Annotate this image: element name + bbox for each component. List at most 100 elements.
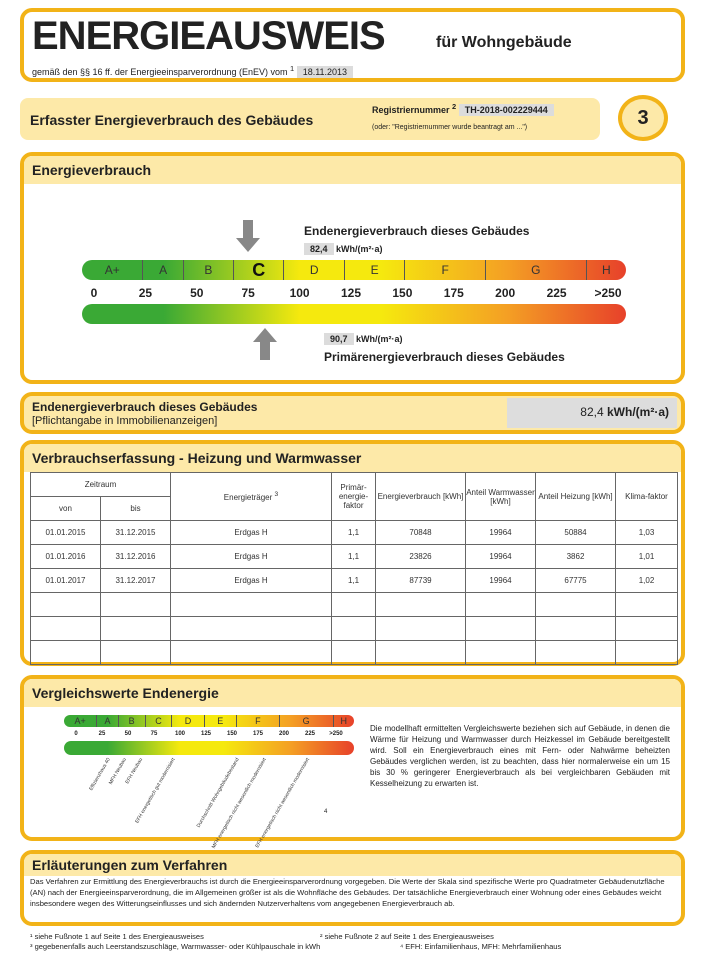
- table-cell: [615, 616, 678, 641]
- verbrauchserfassung-panel: Verbrauchserfassung - Heizung und Warmwa…: [20, 440, 685, 666]
- end-energy-arrow-icon: [236, 220, 261, 252]
- table-cell: 31.12.2016: [100, 544, 171, 569]
- class-d: D: [171, 715, 203, 727]
- end-energy-label: Endenergieverbrauch dieses Gebäudes: [304, 224, 530, 238]
- primary-energy-arrow-icon: [252, 328, 277, 360]
- tick-label: 25: [138, 286, 153, 300]
- panel-title: Verbrauchserfassung - Heizung und Warmwa…: [24, 444, 681, 472]
- table-cell: [100, 616, 171, 641]
- pflicht-value: 82,4: [580, 405, 604, 419]
- table-cell: 1,02: [615, 568, 678, 593]
- legal-text: gemäß den §§ 16 ff. der Energieeinsparve…: [32, 67, 288, 77]
- table-cell: [535, 640, 616, 665]
- reference-labels: Effizienzhaus 40 MFH Neubau EFH Neubau EFH …: [64, 757, 354, 850]
- empty-table-row: [30, 640, 678, 665]
- footnote-ref: 4: [324, 809, 328, 815]
- class-f: F: [235, 715, 279, 727]
- table-cell: [331, 616, 376, 641]
- table-cell: [170, 616, 332, 641]
- class-a: A: [96, 715, 117, 727]
- table-cell: 50884: [535, 520, 616, 545]
- tick-label: 100: [174, 731, 186, 737]
- footnote-ref: 3: [274, 491, 279, 499]
- table-cell: [100, 592, 171, 617]
- legal-basis: gemäß den §§ 16 ff. der Energieeinsparve…: [32, 64, 354, 78]
- col-heizung: Anteil Heizung [kWh]: [535, 472, 616, 521]
- table-cell: [170, 592, 332, 617]
- end-energy-value: 82,4: [304, 243, 334, 255]
- pflicht-title: Endenergieverbrauch dieses Gebäudes: [32, 400, 258, 414]
- primary-energy-scale: [82, 304, 626, 324]
- reference-label: EFH Neubau: [124, 757, 145, 786]
- tick-label: >250: [329, 731, 343, 737]
- empty-table-row: [30, 592, 678, 617]
- registration-number: TH-2018-002229444: [458, 104, 554, 116]
- table-cell: 31.12.2015: [100, 520, 171, 545]
- table-cell: 19964: [465, 568, 536, 593]
- table-cell: [375, 592, 466, 617]
- pflicht-note: [Pflichtangabe in Immobilienanzeigen]: [32, 415, 218, 427]
- reference-label: EFH energetisch nicht wesentlich moderni…: [254, 757, 311, 850]
- footnote-1: ¹ siehe Fußnote 1 auf Seite 1 des Energi…: [30, 932, 204, 941]
- unit: kWh/(m²·a): [607, 405, 669, 419]
- class-e: E: [203, 715, 236, 727]
- vergleichswerte-panel: Vergleichswerte Endenergie A+ A B C D E F G H 0 2…: [20, 675, 685, 850]
- table-cell: 87739: [375, 568, 466, 593]
- empty-table-row: [30, 616, 678, 641]
- table-cell: 1,1: [331, 520, 376, 545]
- header-label: Energieträger: [223, 492, 273, 502]
- table-cell: [30, 616, 101, 641]
- page-number: 3: [637, 107, 649, 129]
- table-cell: [375, 616, 466, 641]
- table-cell: [331, 592, 376, 617]
- class-h: H: [332, 715, 354, 727]
- tick-label: 200: [278, 731, 290, 737]
- unit: kWh/(m²·a): [356, 334, 403, 344]
- registration-label: Registriernummer 2 TH-2018-002229444: [372, 102, 554, 116]
- table-cell: 70848: [375, 520, 466, 545]
- class-d: D: [283, 260, 343, 280]
- class-b: B: [117, 715, 145, 727]
- table-cell: 3862: [535, 544, 616, 569]
- enev-date: 18.11.2013: [296, 66, 354, 78]
- tick-label: 225: [546, 286, 567, 300]
- reference-label: EFH energetisch gut modernisiert: [134, 757, 177, 825]
- table-cell: Erdgas H: [170, 520, 332, 545]
- header-box: ENERGIEAUSWEIS für Wohngebäude gemäß den…: [20, 8, 685, 82]
- table-cell: [170, 640, 332, 665]
- col-zeitraum: Zeitraum: [30, 472, 171, 497]
- table-cell: 19964: [465, 520, 536, 545]
- table-cell: [465, 616, 536, 641]
- table-row: 01.01.2015 31.12.2015 Erdgas H 1,1 70848 1996…: [30, 520, 678, 545]
- table-cell: 31.12.2017: [100, 568, 171, 593]
- table-cell: 1,1: [331, 568, 376, 593]
- table-cell: Erdgas H: [170, 544, 332, 569]
- tick-label: 0: [90, 286, 98, 300]
- efficiency-class-scale: A+ A B C D E F G H: [82, 260, 626, 280]
- pflichtangabe-panel: Endenergieverbrauch dieses Gebäudes [Pfl…: [20, 392, 685, 434]
- document-subtitle: für Wohngebäude: [436, 34, 572, 51]
- table-cell: 19964: [465, 544, 536, 569]
- tick-label: 150: [392, 286, 413, 300]
- table-cell: [100, 640, 171, 665]
- footnote-2: ² siehe Fußnote 2 auf Seite 1 des Energi…: [320, 932, 494, 941]
- section-bar: Erfasster Energieverbrauch des Gebäudes …: [20, 98, 600, 140]
- tick-label: 50: [190, 286, 204, 300]
- tick-label: 225: [304, 731, 316, 737]
- tick-label: 75: [150, 731, 158, 737]
- primary-energy-value: 90,7: [324, 333, 354, 345]
- reg-label: Registriernummer: [372, 105, 450, 115]
- col-warmwasser: Anteil Warmwasser [kWh]: [465, 472, 536, 521]
- comparison-explanation: Die modellhaft ermittelten Vergleichswer…: [370, 724, 670, 788]
- col-traeger: Energieträger 3: [170, 472, 332, 521]
- tick-label: 75: [241, 286, 255, 300]
- consumption-table: Zeitraum Energieträger 3 Primär-energie-fa…: [30, 472, 678, 665]
- table-cell: Erdgas H: [170, 568, 332, 593]
- table-cell: 1,03: [615, 520, 678, 545]
- class-c: C: [233, 260, 283, 280]
- page-number-badge: 3: [618, 95, 668, 141]
- footnote-3: ³ gegebenenfalls auch Leerstandszuschläg…: [30, 942, 321, 951]
- class-e: E: [343, 260, 404, 280]
- class-aplus: A+: [74, 716, 86, 726]
- col-klima: Klima-faktor: [615, 472, 678, 521]
